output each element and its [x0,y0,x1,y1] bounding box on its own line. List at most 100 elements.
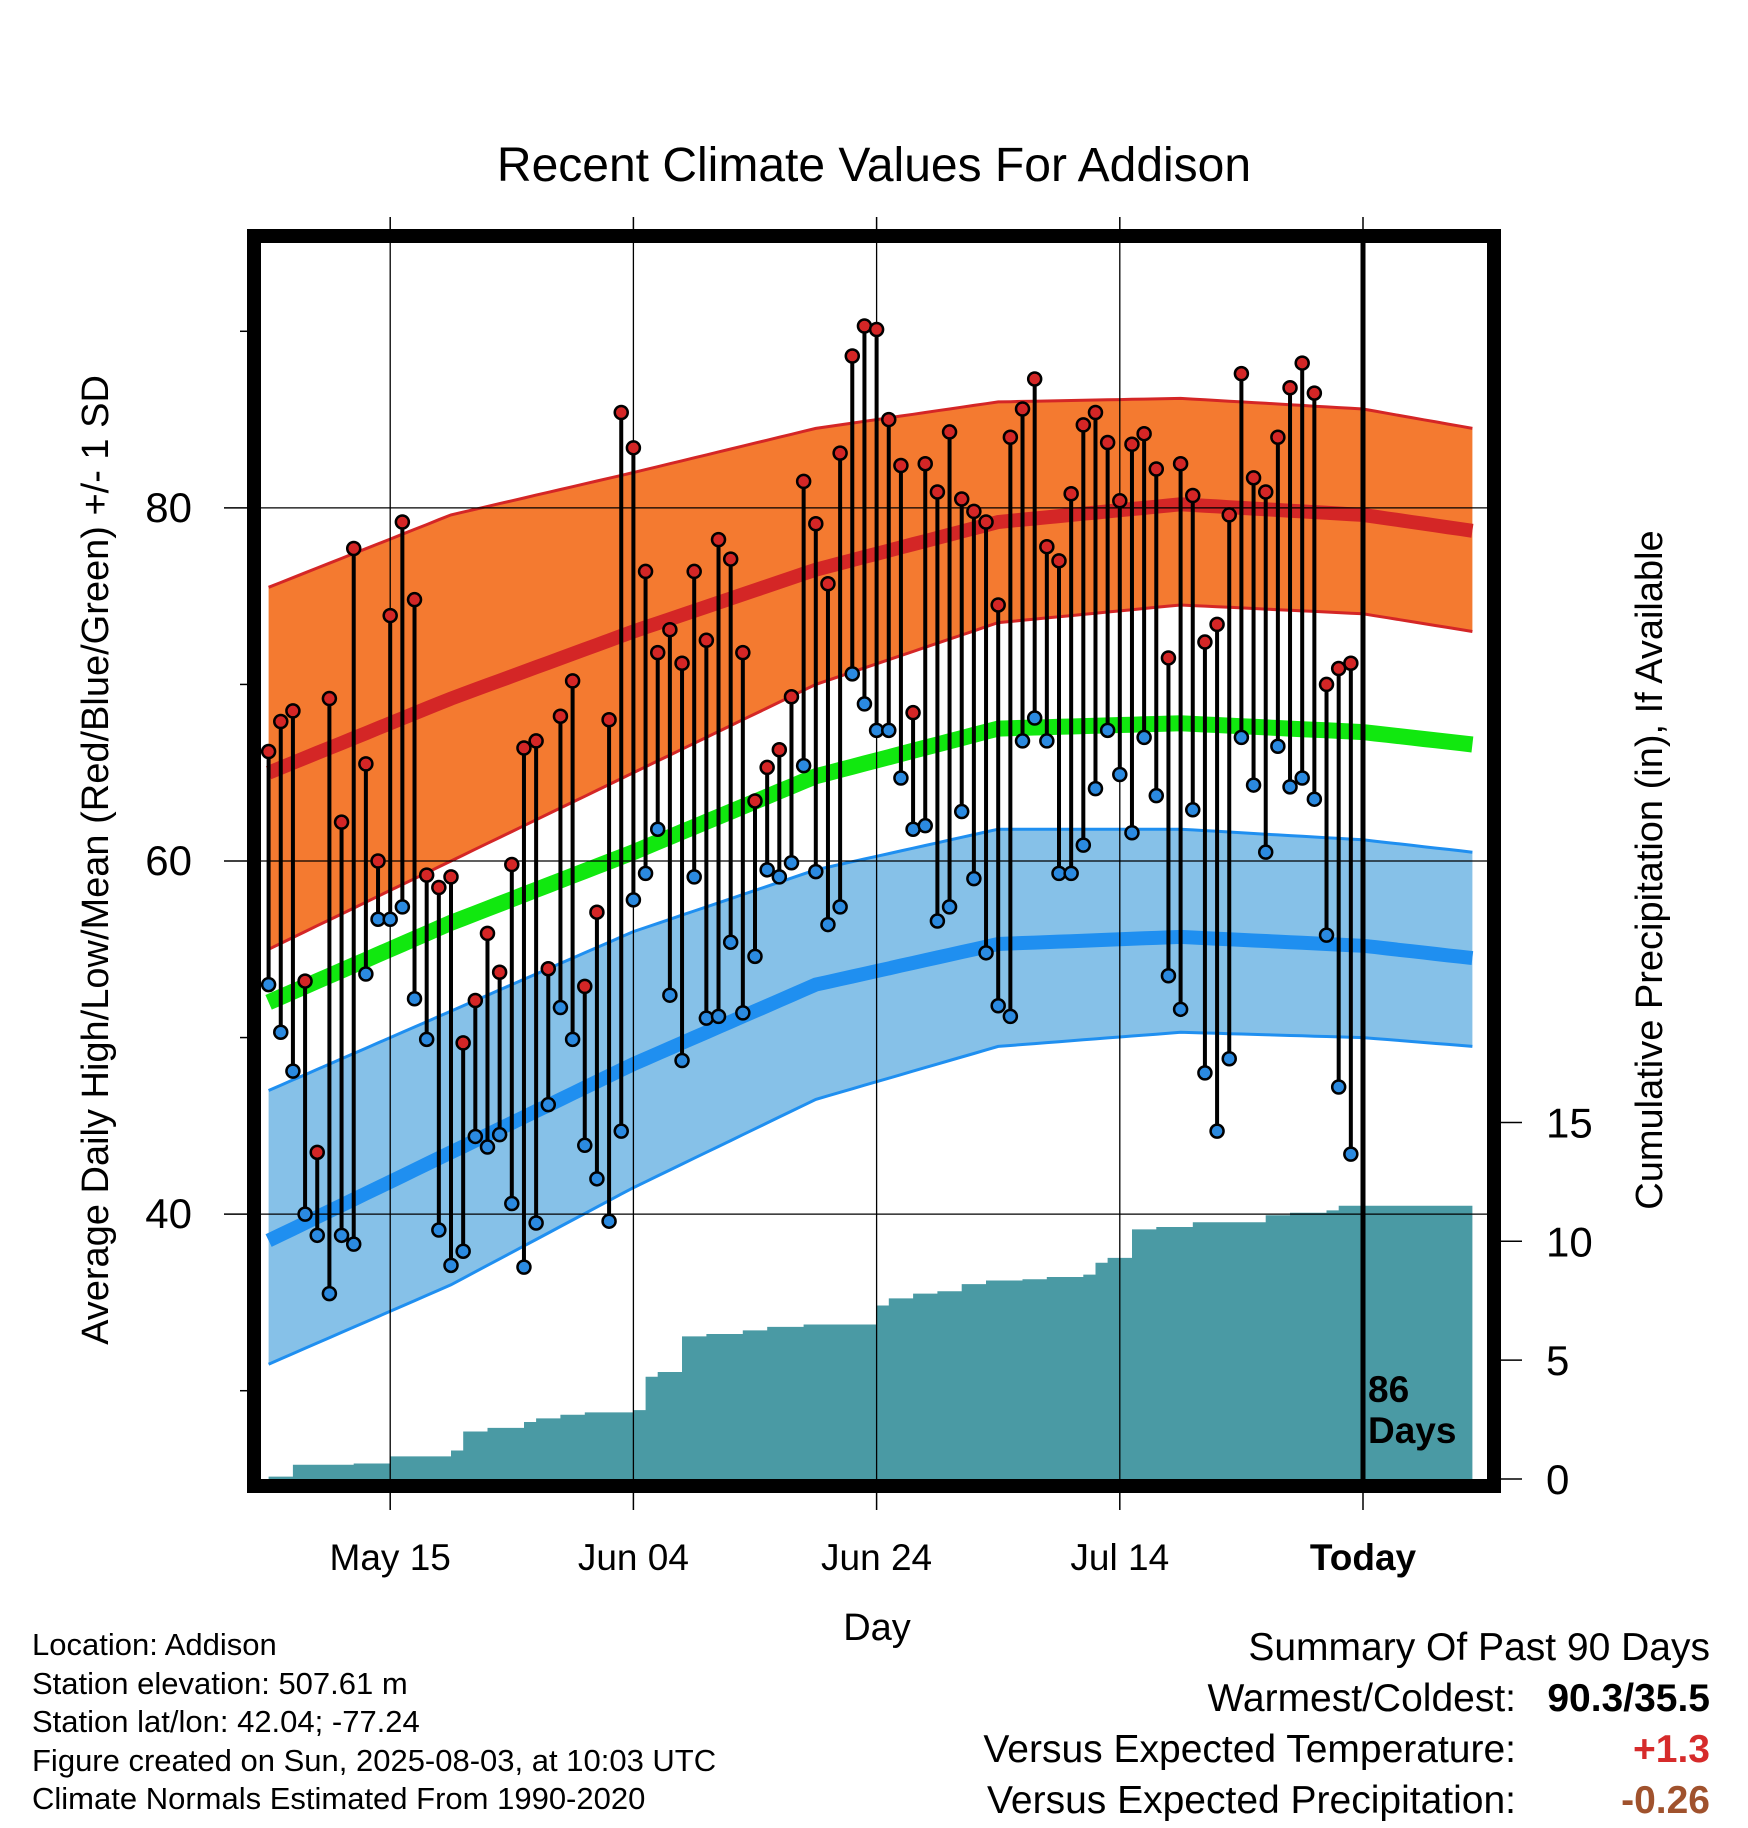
high-point [1197,634,1213,650]
low-point [1270,738,1286,754]
low-point [394,899,411,915]
high-point [1245,470,1262,486]
low-point [1197,1065,1213,1081]
station-info: Location: Addison Station elevation: 507… [32,1626,716,1819]
high-point [735,644,751,661]
low-point [1087,780,1104,797]
low-point [662,987,678,1003]
low-point [382,911,398,928]
low-point [333,1227,350,1244]
summary-heading: Summary Of Past 90 Days [1248,1626,1710,1669]
low-point [504,1195,520,1212]
high-point [1270,429,1286,445]
low-point [1233,729,1250,746]
high-point [1294,355,1310,371]
y-tick-label: 80 [145,484,192,531]
low-point [1075,837,1092,853]
high-point [662,621,678,638]
low-point [1209,1123,1225,1139]
days-label-number: 86 [1368,1369,1409,1410]
low-point [990,998,1006,1014]
low-point [1063,865,1079,882]
high-point [1257,484,1274,500]
high-point [1330,660,1347,677]
low-point [455,1243,471,1259]
high-sd-band-upper-edge [268,396,1473,589]
low-point [978,945,994,961]
elevation-text: Station elevation: 507.61 m [32,1665,408,1701]
high-point [358,756,374,772]
plot-frame [247,229,1501,1493]
high-point [1075,417,1092,433]
temp-value: +1.3 [1633,1728,1710,1771]
x-axis-label: Day [843,1607,911,1649]
high-point [941,424,958,440]
low-point [881,722,897,739]
high-point [504,856,520,873]
high-sd-band-lower-edge [267,603,1473,951]
low-point [735,1005,751,1021]
high-point [382,607,398,624]
low-point [1172,1001,1189,1018]
high-point [406,591,423,608]
high-point [1318,676,1335,693]
high-point [1026,371,1043,387]
low-point [285,1063,301,1079]
location-text: Location: Addison [32,1627,277,1662]
high-point [747,793,763,809]
precip-area [268,1205,1473,1479]
high-point [881,411,897,428]
high-point [1306,385,1323,401]
low-point [1124,824,1140,841]
high-point [674,655,690,671]
low-point [406,990,423,1007]
high-point [1039,538,1055,555]
low-point [893,770,909,786]
low-sd-band [268,829,1473,1365]
high-point [966,503,982,520]
high-point [832,445,848,461]
mean-line [265,715,1474,1010]
low-point [808,863,824,880]
low-point [321,1285,338,1302]
low-point [771,869,788,885]
low-point [710,1008,727,1025]
low-point [613,1123,629,1139]
y2-tick-label: 0 [1546,1456,1569,1503]
warm-label: Warmest/Coldest: [1207,1677,1516,1720]
low-point [491,1126,508,1143]
low-point [1294,770,1310,786]
high-point [297,973,313,989]
high-point [1233,365,1250,382]
precip-value: -0.26 [1621,1779,1710,1822]
high-sd-band [268,398,1473,950]
low-point [1099,722,1116,739]
high-point [1185,487,1201,504]
low-point [917,817,933,834]
x-tick-label: Jun 04 [578,1537,689,1578]
high-point [1343,655,1359,671]
chart-title: Recent Climate Values For Addison [496,139,1252,192]
low-point [261,976,277,993]
low-point [832,899,848,915]
low-point [795,757,812,774]
high-point [261,743,277,760]
high-point [467,992,484,1009]
low-point [966,870,982,887]
low-point [674,1052,690,1069]
high-point [868,321,885,338]
x-tick-label: Jul 14 [1070,1537,1169,1578]
low-point [1112,766,1128,783]
high-point [1148,461,1165,477]
high-point [1209,616,1225,633]
high-point [710,531,727,548]
high-point [698,632,715,649]
low-point [1039,733,1055,749]
low-point [564,1031,581,1048]
low-point [528,1215,544,1231]
low-point [516,1259,532,1275]
high-point [1136,425,1152,442]
low-point [1221,1051,1237,1067]
y-tick-label: 40 [145,1190,192,1237]
